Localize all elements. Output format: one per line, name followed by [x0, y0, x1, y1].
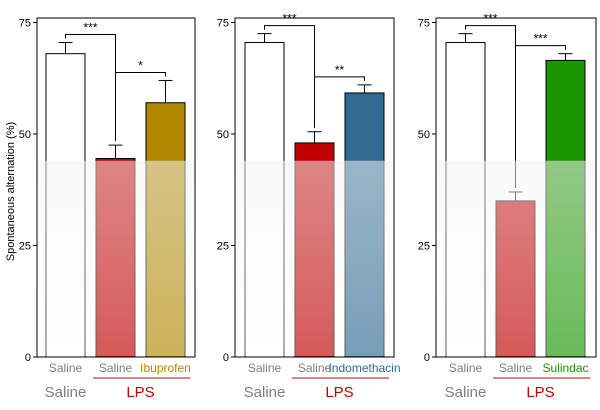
- significance-bracket: [115, 71, 166, 142]
- y-tick-label: 0: [424, 352, 430, 364]
- y-tick-label: 75: [217, 17, 229, 29]
- y-axis-label: Spontaneous alternation (%): [5, 122, 17, 261]
- group-label: LPS: [526, 384, 554, 401]
- x-tick-label: Ibuprofen: [140, 361, 191, 375]
- bar-3: [545, 59, 586, 358]
- significance-label: ***: [83, 21, 97, 35]
- x-tick-label: Saline: [449, 361, 483, 375]
- group-label: Saline: [445, 384, 487, 401]
- significance-label: **: [335, 63, 345, 77]
- significance-label: ***: [533, 32, 547, 46]
- x-tick-label: Indomethacin: [328, 361, 400, 375]
- group-label: Saline: [244, 384, 286, 401]
- y-tick-label: 50: [217, 129, 229, 141]
- bar-1: [244, 42, 285, 358]
- significance-label: *: [138, 58, 143, 72]
- x-tick-label: Saline: [499, 361, 533, 375]
- significance-label: ***: [282, 12, 296, 26]
- bar-3: [344, 92, 385, 358]
- significance-label: ***: [483, 12, 497, 26]
- y-tick-label: 50: [19, 129, 31, 141]
- bar-1: [45, 53, 86, 358]
- x-tick-label: Sulindac: [542, 361, 588, 375]
- y-tick-label: 50: [418, 129, 430, 141]
- chart-panel-1: 0 25 50 75 Spontaneous alternation (%) Saline…: [5, 17, 196, 401]
- y-tick-label: 0: [25, 352, 31, 364]
- x-tick-label: Saline: [298, 361, 332, 375]
- y-tick-label: 25: [217, 240, 229, 252]
- y-tick-label: 75: [418, 17, 430, 29]
- x-tick-label: Saline: [99, 361, 133, 375]
- group-label: LPS: [325, 384, 353, 401]
- significance-bracket: [264, 25, 315, 108]
- bar-2: [95, 158, 136, 358]
- x-tick-label: Saline: [49, 361, 83, 375]
- y-tick-label: 0: [223, 352, 229, 364]
- group-label: LPS: [126, 384, 154, 401]
- bar-1: [445, 42, 486, 358]
- significance-bracket: [314, 76, 365, 128]
- bar-2: [495, 200, 536, 358]
- significance-bracket: [515, 45, 566, 188]
- y-tick-label: 75: [19, 17, 31, 29]
- y-tick-label: 25: [418, 240, 430, 252]
- bar-3: [145, 102, 186, 358]
- x-tick-label: Saline: [248, 361, 282, 375]
- y-tick-label: 25: [19, 240, 31, 252]
- group-label: Saline: [45, 384, 87, 401]
- bar-2: [294, 142, 335, 358]
- chart-panel-3: 0 25 50 75 Saline Saline Sulindac Saline LPS *** *…: [418, 12, 597, 401]
